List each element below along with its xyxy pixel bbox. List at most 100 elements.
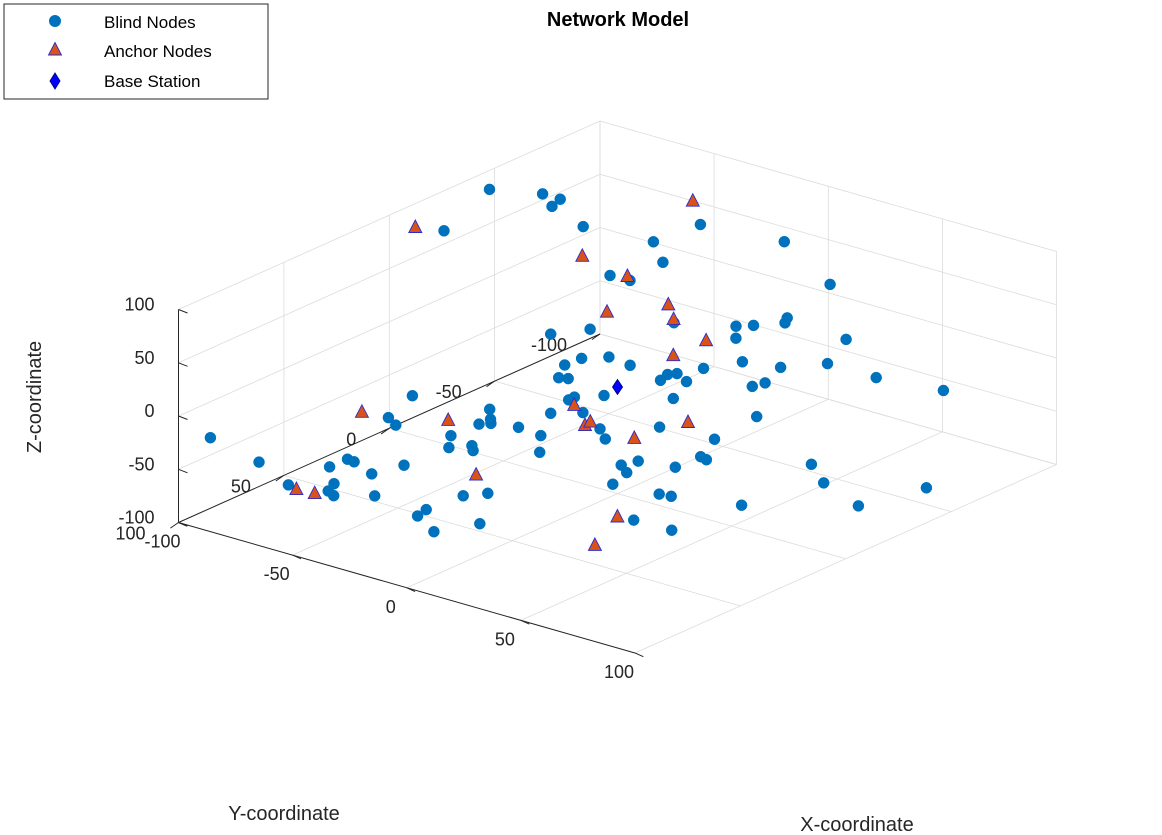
- blind-node-point: [535, 429, 547, 442]
- anchor-node-point: [627, 429, 642, 444]
- blind-node-point: [323, 461, 336, 473]
- blind-node-point: [627, 514, 640, 526]
- legend-anchor-marker: [47, 41, 63, 56]
- blind-node-point: [485, 417, 497, 430]
- blind-node-point: [665, 490, 677, 503]
- blind-node-point: [615, 459, 627, 471]
- anchor-node-point: [587, 536, 603, 551]
- blind-node-point: [603, 351, 615, 363]
- base-station-point: [611, 378, 624, 396]
- blind-node-point: [594, 423, 606, 435]
- blind-node-point: [558, 359, 571, 371]
- blind-node-point: [747, 319, 760, 332]
- y-tick-label: -50: [436, 382, 462, 402]
- blind-node-point: [443, 441, 455, 454]
- blind-node-point: [599, 433, 612, 445]
- blind-node-point: [805, 458, 818, 471]
- anchor-node-point: [440, 411, 456, 426]
- blind-node-point: [735, 499, 748, 511]
- blind-node-point: [781, 312, 793, 324]
- blind-node-point: [632, 455, 644, 467]
- blind-node-point: [445, 429, 457, 442]
- blind-node-point: [607, 478, 619, 490]
- anchor-node-point: [620, 268, 635, 282]
- blind-node-point: [653, 421, 666, 433]
- y-tick-label: -100: [531, 335, 567, 355]
- legend-blind-marker: [49, 15, 61, 27]
- blind-node-point: [750, 410, 763, 423]
- blind-node-point: [473, 418, 485, 430]
- z-tick-label: -50: [128, 454, 154, 474]
- blind-node-point: [759, 377, 771, 389]
- blind-node-point: [382, 411, 395, 424]
- anchor-node-point: [289, 481, 304, 496]
- z-axis-tick: [178, 522, 188, 527]
- y-axis-tick: [275, 474, 285, 482]
- blind-node-point: [575, 352, 588, 365]
- blind-node-point: [697, 362, 710, 375]
- blind-node-point: [554, 193, 566, 205]
- anchor-node-point: [661, 296, 676, 311]
- grid-line: [599, 227, 1057, 359]
- anchor-node-point: [468, 466, 484, 481]
- x-axis-tick: [292, 554, 302, 560]
- blind-node-point: [774, 361, 787, 374]
- blind-node-point: [669, 461, 682, 473]
- y-tick-label: 0: [346, 429, 356, 449]
- y-axis-tick: [486, 380, 495, 388]
- legend-anchor-label: Anchor Nodes: [104, 42, 212, 61]
- grid-line: [634, 464, 1057, 654]
- blind-node-point: [365, 468, 378, 480]
- legend-blind-label: Blind Nodes: [104, 13, 196, 32]
- blind-node-point: [937, 384, 950, 397]
- blind-node-point: [544, 407, 557, 420]
- z-axis-tick: [178, 362, 188, 367]
- chart-title: Network Model: [547, 9, 689, 31]
- blind-node-point: [671, 367, 683, 380]
- blind-node-point: [466, 439, 478, 452]
- blind-node-point: [438, 225, 450, 237]
- blind-node-point: [680, 375, 693, 388]
- x-axis-label: X-coordinate: [800, 814, 913, 835]
- anchor-node-point: [685, 192, 701, 207]
- anchor-node-point: [610, 508, 625, 523]
- blind-node-point: [482, 487, 494, 500]
- blind-node-point: [390, 419, 402, 431]
- grid-line: [283, 475, 741, 607]
- blind-node-point: [577, 220, 589, 233]
- blind-node-point: [778, 235, 791, 248]
- blind-node-point: [398, 459, 410, 471]
- blind-node-point: [598, 389, 610, 402]
- blind-node-point: [870, 371, 882, 384]
- blind-node-point: [544, 328, 557, 340]
- anchor-node-point: [354, 403, 370, 418]
- z-tick-label: 100: [124, 295, 154, 315]
- anchor-node-point: [566, 396, 582, 411]
- anchor-node-point: [666, 347, 681, 362]
- blind-node-point: [665, 524, 678, 536]
- y-tick-label: 50: [231, 476, 251, 496]
- anchor-node-point: [583, 413, 598, 428]
- anchor-node-point: [408, 219, 423, 233]
- y-axis-tick: [380, 427, 390, 435]
- blind-node-point: [624, 359, 636, 372]
- axes: [170, 309, 644, 658]
- data-points: [204, 183, 950, 551]
- blind-node-point: [536, 188, 549, 200]
- anchor-node-point: [698, 332, 714, 347]
- blind-node-point: [730, 320, 742, 332]
- x-tick-label: -100: [144, 532, 180, 552]
- blind-node-point: [474, 517, 486, 530]
- blind-node-point: [852, 500, 865, 512]
- grid-line: [599, 173, 1057, 306]
- y-tick-label: 100: [115, 524, 145, 544]
- blind-node-point: [483, 183, 496, 196]
- blind-node-point: [368, 490, 381, 502]
- blind-node-point: [746, 380, 759, 393]
- blind-node-point: [694, 450, 707, 463]
- z-tick-label: 50: [134, 348, 154, 368]
- blind-node-point: [327, 489, 340, 502]
- blind-node-point: [654, 374, 667, 387]
- z-tick-label: -100: [118, 508, 154, 528]
- blind-node-point: [552, 371, 565, 384]
